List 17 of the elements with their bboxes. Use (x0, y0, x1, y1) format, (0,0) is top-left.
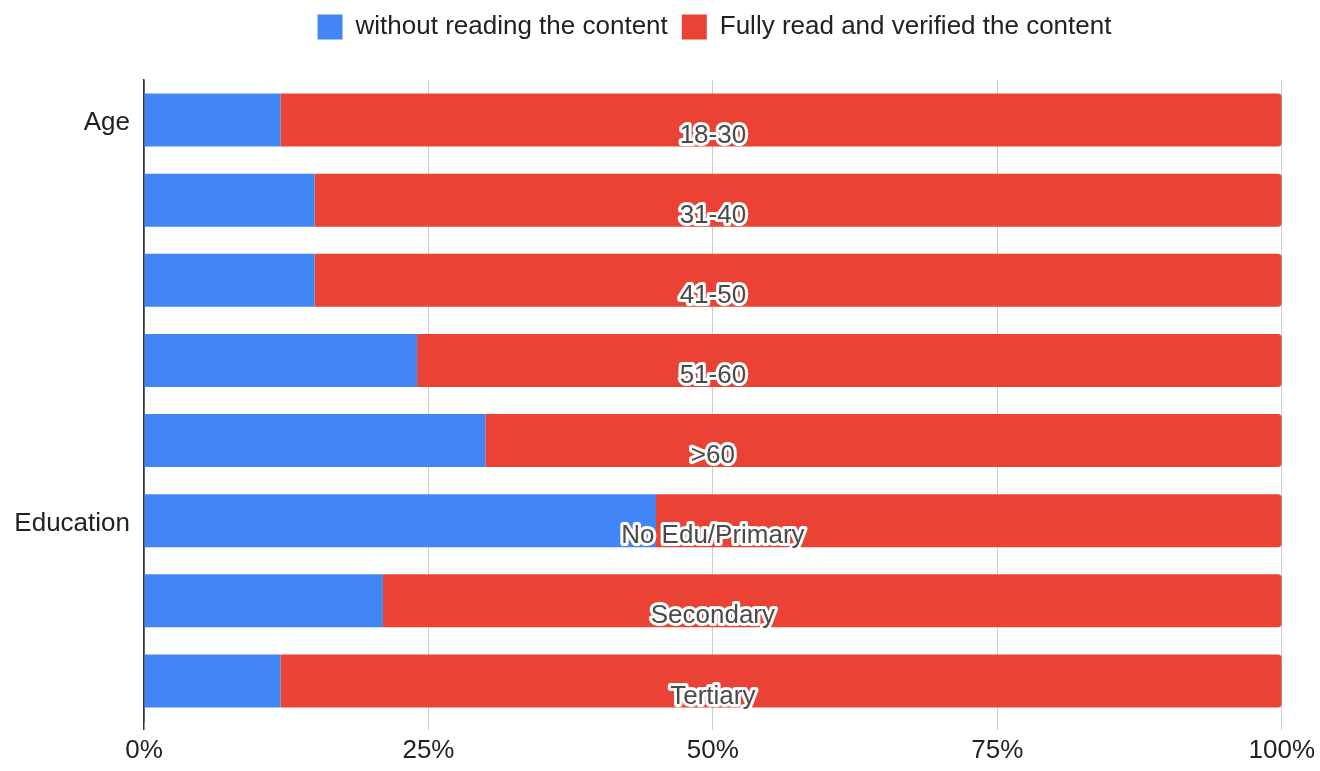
y-tick-label: 31-40 (679, 198, 747, 229)
x-tick-label: 25% (402, 733, 455, 764)
y-tick-label: 41-50 (679, 278, 747, 309)
y-tick-label: No Edu/Primary (621, 519, 805, 550)
y-tick-label: 18-30 (679, 118, 747, 149)
text: Education (14, 506, 130, 537)
y-tick-label: Secondary (650, 599, 776, 630)
legend-label: without reading the content (354, 10, 669, 41)
x-tick-label: 50% (686, 733, 739, 764)
text: Age (83, 106, 130, 137)
x-tick-label: 0% (125, 733, 163, 764)
y-tick-label: Tertiary (670, 679, 756, 710)
y-tick-label: 51-60 (679, 359, 747, 390)
x-tick-label: 75% (971, 733, 1024, 764)
legend-label: Fully read and verified the content (719, 10, 1113, 41)
x-tick-label: 100% (1248, 733, 1315, 764)
y-tick-label: >60 (690, 439, 735, 470)
